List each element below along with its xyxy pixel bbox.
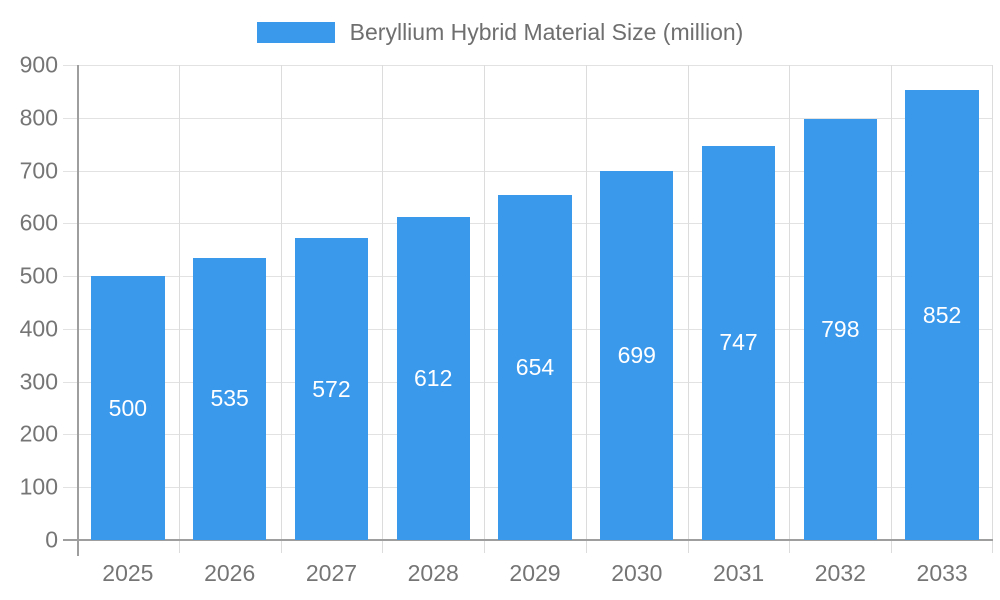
bar-value-label: 699 <box>617 342 656 369</box>
x-tick-label: 2033 <box>916 560 968 586</box>
y-tick-label: 0 <box>45 526 58 553</box>
y-tick-label: 400 <box>19 315 58 342</box>
bar: 612 <box>396 217 470 540</box>
y-gridline <box>63 117 993 119</box>
bar: 699 <box>600 171 674 540</box>
y-gridline <box>63 65 993 66</box>
bar: 572 <box>294 238 369 540</box>
x-gridline <box>280 65 282 553</box>
x-gridline <box>687 65 689 553</box>
y-tick-label: 300 <box>19 368 58 395</box>
x-tick-label: 2032 <box>814 560 866 586</box>
x-gridline <box>484 65 486 553</box>
x-gridline <box>891 65 893 553</box>
x-tick-label: 2025 <box>102 560 154 586</box>
x-gridline <box>992 65 993 553</box>
bar: 500 <box>91 276 165 540</box>
x-tick-label: 2027 <box>305 560 358 586</box>
chart-legend-item[interactable]: Beryllium Hybrid Material Size (million) <box>0 18 1000 46</box>
bar-value-label: 535 <box>210 385 249 412</box>
bar: 747 <box>701 145 776 540</box>
bar: 852 <box>905 90 979 540</box>
y-tick-label: 700 <box>19 157 58 184</box>
x-tick-label: 2030 <box>611 560 663 586</box>
y-tick-label: 100 <box>19 473 58 500</box>
y-tick-label: 200 <box>19 420 58 447</box>
plot-area: 500 535 572 612 654 699 747 798 852 <box>63 65 993 556</box>
bar: 654 <box>498 194 572 540</box>
x-tick-label: 2029 <box>509 560 561 586</box>
x-axis-labels: 2025 2026 2027 2028 2029 2030 2031 2032 2033 <box>77 558 993 588</box>
bar-value-label: 747 <box>719 329 758 356</box>
x-axis-line <box>63 539 993 541</box>
legend-swatch <box>256 21 335 43</box>
bar-value-label: 852 <box>922 301 962 328</box>
y-tick-label: 900 <box>19 51 58 78</box>
y-axis-labels: 0 100 200 300 400 500 600 700 800 900 <box>0 53 58 551</box>
bar-value-label: 654 <box>515 353 555 380</box>
y-tick-label: 500 <box>19 262 58 289</box>
legend-label: Beryllium Hybrid Material Size (million) <box>349 18 744 45</box>
bar-value-label: 798 <box>821 315 860 342</box>
y-axis-line <box>77 65 79 556</box>
x-gridline <box>178 65 180 553</box>
bar-value-label: 612 <box>414 365 453 391</box>
x-tick-label: 2026 <box>204 560 256 586</box>
x-gridline <box>585 65 587 553</box>
x-gridline <box>382 65 384 553</box>
x-tick-label: 2031 <box>712 560 765 586</box>
y-gridline <box>63 170 993 172</box>
x-tick-label: 2028 <box>407 560 459 586</box>
y-tick-label: 800 <box>19 104 58 131</box>
bar: 535 <box>193 257 267 540</box>
bar-value-label: 572 <box>312 375 351 402</box>
bar-value-label: 500 <box>108 394 148 421</box>
x-gridline <box>789 65 791 553</box>
bar: 798 <box>803 118 877 540</box>
y-tick-label: 600 <box>19 209 58 236</box>
